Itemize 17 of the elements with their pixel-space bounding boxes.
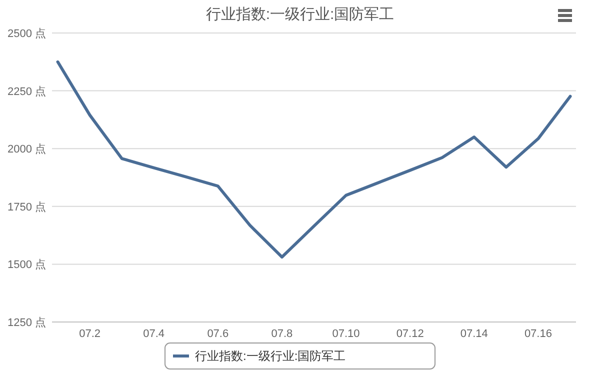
- x-tick-label: 07.2: [79, 328, 101, 340]
- legend-label: 行业指数:一级行业:国防军工: [195, 349, 346, 363]
- x-tick-label: 07.8: [271, 328, 293, 340]
- chart-title: 行业指数:一级行业:国防军工: [206, 6, 394, 23]
- x-tick-label: 07.6: [207, 328, 229, 340]
- y-tick-label: 2250 点: [7, 84, 46, 98]
- x-tick-label: 07.12: [396, 328, 424, 340]
- y-tick-label: 2000 点: [7, 142, 46, 156]
- x-tick-label: 07.10: [332, 328, 360, 340]
- y-tick-label: 2500 点: [7, 27, 46, 40]
- x-tick-label: 07.14: [460, 328, 488, 340]
- y-tick-label: 1500 点: [7, 258, 46, 272]
- y-tick-label: 1750 点: [7, 200, 46, 214]
- line-series: [56, 60, 572, 259]
- x-tick-label: 07.16: [524, 328, 552, 340]
- x-tick-label: 07.4: [143, 328, 165, 340]
- y-tick-label: 1250 点: [7, 316, 46, 329]
